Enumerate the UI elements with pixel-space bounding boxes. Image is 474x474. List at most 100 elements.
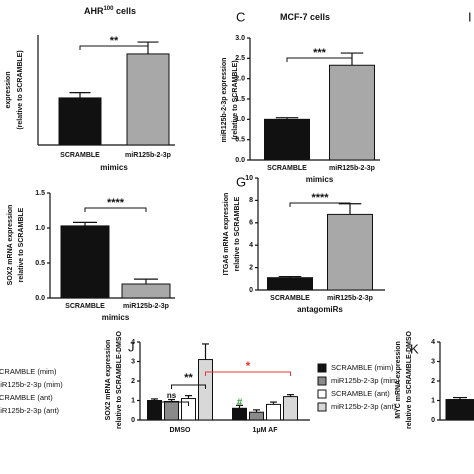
y-tick-label: 3 bbox=[131, 358, 135, 365]
bar bbox=[164, 400, 179, 421]
x-axis-label: mimics bbox=[100, 163, 128, 172]
x-tick-label: DMSO bbox=[170, 427, 192, 434]
legend-label: SCRAMBLE (ant) bbox=[331, 389, 390, 398]
legend-label: SCRAMBLE (mim) bbox=[331, 363, 394, 372]
panel-letter: K bbox=[410, 341, 419, 356]
legend-label: miR125b-2-3p (mim) bbox=[0, 380, 63, 389]
bar bbox=[126, 53, 170, 146]
y-tick-label: 2.0 bbox=[235, 76, 245, 83]
y-tick-label: 2 bbox=[431, 378, 435, 385]
bar bbox=[232, 407, 247, 421]
y-tick-label: 1 bbox=[431, 397, 435, 404]
y-tick-label: 0 bbox=[249, 287, 253, 294]
x-tick-label: SCRAMBLE bbox=[267, 165, 307, 172]
y-axis-label: relative to SCRAMBLE bbox=[18, 207, 25, 282]
significance-bracket bbox=[205, 371, 291, 376]
y-axis-label: MYC mRNA expression bbox=[395, 341, 402, 419]
legend-swatch bbox=[317, 376, 327, 386]
y-tick-label: 1.0 bbox=[235, 116, 245, 123]
bar bbox=[58, 97, 102, 146]
bar bbox=[327, 213, 373, 291]
significance-bracket bbox=[286, 57, 353, 62]
legend-label: miR125b-2-3p (ant) bbox=[331, 402, 397, 411]
y-axis-label: relative to SCRAMBLE-DMSO bbox=[116, 330, 123, 429]
significance-bracket bbox=[289, 202, 351, 207]
bar bbox=[267, 277, 313, 291]
bar bbox=[264, 118, 310, 161]
panel-letter-partial: I bbox=[468, 9, 472, 24]
significance-label: ** bbox=[110, 35, 119, 47]
y-tick-label: 4 bbox=[431, 339, 435, 346]
significance-bracket bbox=[84, 207, 147, 212]
x-axis-label: mimics bbox=[102, 313, 130, 322]
y-tick-label: 6 bbox=[249, 220, 253, 227]
y-tick-label: 2 bbox=[131, 378, 135, 385]
legend-swatch bbox=[317, 363, 327, 373]
annotation: * bbox=[246, 359, 251, 373]
x-axis-label: antagomiRs bbox=[297, 305, 343, 314]
x-tick-label: miR125b-2-3p bbox=[329, 165, 375, 172]
y-tick-label: 4 bbox=[131, 339, 135, 346]
legend-swatch bbox=[317, 402, 327, 412]
x-tick-label: miR125b-2-3p bbox=[125, 152, 171, 159]
y-tick-label: 10 bbox=[245, 175, 253, 182]
y-axis-label: relative to SCRAMBLE-DMSO bbox=[406, 330, 413, 429]
y-tick-label: 3.0 bbox=[235, 35, 245, 42]
x-tick-label: miR125b-2-3p bbox=[123, 303, 169, 310]
y-tick-label: 2 bbox=[249, 264, 253, 271]
title-text: MCF-7 cells bbox=[280, 12, 330, 22]
significance-label: **** bbox=[107, 197, 125, 209]
y-tick-label: 0.5 bbox=[35, 260, 45, 267]
y-axis-label: SOX2 mRNA expression bbox=[105, 340, 112, 421]
legend-label: miR125b-2-3p (mim) bbox=[331, 376, 400, 385]
bar bbox=[329, 64, 375, 161]
legend-label: SCRAMBLE (mim) bbox=[0, 367, 57, 376]
y-tick-label: 0 bbox=[431, 417, 435, 424]
annotation: ** bbox=[184, 372, 193, 384]
panel-letter: G bbox=[236, 174, 246, 189]
x-tick-label: SCRAMBLE bbox=[60, 152, 100, 159]
y-tick-label: 3 bbox=[431, 358, 435, 365]
significance-label: *** bbox=[313, 47, 327, 59]
panel-title: AHR100 cells bbox=[84, 6, 136, 17]
x-tick-label: SCRAMBLE bbox=[65, 303, 105, 310]
y-axis-label: expression bbox=[5, 72, 12, 109]
title-superscript: 100 bbox=[103, 6, 114, 12]
bar bbox=[266, 403, 281, 421]
panel-letter: C bbox=[236, 9, 245, 24]
bar bbox=[445, 399, 474, 421]
significance-label: **** bbox=[311, 192, 329, 204]
x-tick-label: 1μM AF bbox=[252, 427, 278, 434]
y-tick-label: 1 bbox=[131, 397, 135, 404]
legend-swatch bbox=[317, 389, 327, 399]
y-axis-label: miR125b-2-3p expression bbox=[221, 58, 228, 143]
title-suffix: cells bbox=[113, 6, 136, 16]
y-tick-label: 8 bbox=[249, 197, 253, 204]
legend-label: miR125b-2-3p (ant) bbox=[0, 406, 60, 415]
y-axis-label: SOX2 mRNA expression bbox=[7, 205, 14, 286]
y-tick-label: 4 bbox=[249, 242, 253, 249]
y-tick-label: 0.0 bbox=[235, 157, 245, 164]
title-text: AHR bbox=[84, 6, 104, 16]
annotation: ns bbox=[167, 391, 177, 400]
y-axis-label: relative to SCRAMBLE bbox=[234, 196, 241, 271]
y-tick-label: 1.5 bbox=[235, 96, 245, 103]
y-tick-label: 2.5 bbox=[235, 55, 245, 62]
bar bbox=[60, 225, 110, 299]
bar bbox=[283, 396, 298, 421]
x-axis-label: mimics bbox=[306, 175, 334, 184]
y-tick-label: 0 bbox=[131, 417, 135, 424]
annotation: # bbox=[237, 398, 243, 409]
significance-bracket bbox=[154, 401, 189, 406]
y-tick-label: 0.5 bbox=[235, 137, 245, 144]
significance-bracket bbox=[171, 384, 206, 389]
bar bbox=[249, 411, 264, 421]
y-tick-label: 1.5 bbox=[35, 190, 45, 197]
significance-bracket bbox=[79, 45, 149, 50]
y-tick-label: 1.0 bbox=[35, 225, 45, 232]
bar bbox=[121, 283, 171, 299]
legend-label: SCRAMBLE (ant) bbox=[0, 393, 53, 402]
y-axis-label: (relative to SCRAMBLE) bbox=[232, 60, 239, 139]
y-tick-label: 0.0 bbox=[35, 295, 45, 302]
y-axis-label: ITGA6 mRNA expression bbox=[223, 193, 230, 276]
